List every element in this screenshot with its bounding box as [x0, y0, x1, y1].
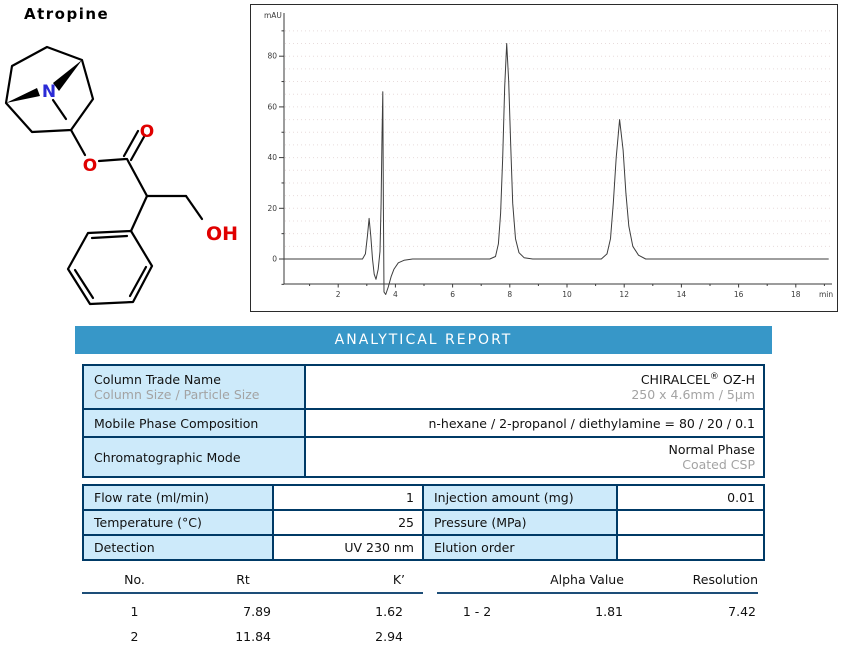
detection-label: Detection — [82, 534, 274, 561]
chromatogram-box: 0 20 40 60 80 mAU 2 4 6 8 10 12 14 16 18 min — [250, 4, 838, 312]
mobile-phase-label: Mobile Phase Composition — [82, 408, 306, 438]
no-header: No. — [124, 572, 145, 587]
flow-rate-value: 1 — [271, 484, 424, 511]
detection-value: UV 230 nm — [271, 534, 424, 561]
conditions-table: Flow rate (ml/min) 1 Injection amount (m… — [82, 484, 766, 561]
injection-amount-label: Injection amount (mg) — [421, 484, 618, 511]
compound-title: Atropine — [24, 5, 110, 23]
retention-header-row: No. Rt K’ — [82, 572, 423, 594]
peak2-kprime: 2.94 — [375, 629, 403, 644]
svg-text:18: 18 — [791, 290, 801, 299]
alpha-value: 1.81 — [595, 604, 623, 619]
wedge-bonds — [6, 60, 82, 103]
column-trade-name-label: Column Trade Name — [94, 372, 221, 387]
alpha-value-header: Alpha Value — [550, 572, 624, 587]
pressure-label: Pressure (MPa) — [421, 509, 618, 536]
flow-rate-label: Flow rate (ml/min) — [82, 484, 274, 511]
column-info-table: Column Trade Name Column Size / Particle… — [82, 364, 765, 478]
carbonyl-oxygen-label: O — [140, 122, 154, 142]
column-trade-name-cell: Column Trade Name Column Size / Particle… — [82, 364, 306, 410]
chromatogram-plot: 0 20 40 60 80 mAU 2 4 6 8 10 12 14 16 18 min — [264, 11, 833, 299]
analytical-report-banner: ANALYTICAL REPORT — [75, 326, 772, 354]
resolution-header: Resolution — [692, 572, 758, 587]
svg-text:14: 14 — [677, 290, 687, 299]
retention-row-1: 1 7.89 1.62 — [82, 599, 423, 624]
pressure-value — [615, 509, 766, 536]
column-model: OZ-H — [718, 372, 755, 388]
svg-text:2: 2 — [336, 290, 341, 299]
svg-text:4: 4 — [393, 290, 398, 299]
peak2-no: 2 — [130, 629, 139, 644]
retention-row-2: 2 11.84 2.94 — [82, 624, 423, 646]
svg-text:12: 12 — [619, 290, 629, 299]
rt-header: Rt — [236, 572, 250, 587]
registered-mark: ® — [709, 371, 719, 382]
chromatographic-mode-value: Normal Phase — [668, 442, 755, 457]
svg-text:mAU: mAU — [264, 11, 282, 20]
column-trade-name-value: CHIRALCEL® OZ-H — [314, 372, 755, 387]
svg-text:8: 8 — [507, 290, 512, 299]
peak1-no: 1 — [130, 604, 139, 619]
peak1-kprime: 1.62 — [375, 604, 403, 619]
svg-text:60: 60 — [267, 102, 277, 111]
column-trade-name-value-cell: CHIRALCEL® OZ-H 250 x 4.6mm / 5µm — [304, 364, 765, 410]
temperature-value: 25 — [271, 509, 424, 536]
separation-results-table: Alpha Value Resolution 1 - 2 1.81 7.42 — [437, 572, 758, 624]
svg-text:min: min — [819, 290, 833, 299]
retention-results-table: No. Rt K’ 1 7.89 1.62 2 11.84 2.94 — [82, 572, 423, 646]
column-size-value: 250 x 4.6mm / 5µm — [631, 387, 755, 403]
chromatographic-mode-value-cell: Normal Phase Coated CSP — [304, 436, 765, 478]
nitrogen-label: N — [42, 82, 56, 102]
separation-row: 1 - 2 1.81 7.42 — [437, 599, 758, 624]
svg-text:6: 6 — [450, 290, 455, 299]
svg-text:0: 0 — [272, 255, 277, 264]
mobile-phase-value: n-hexane / 2-propanol / diethylamine = 8… — [304, 408, 765, 438]
peak-pair-label: 1 - 2 — [462, 604, 492, 619]
brand-name: CHIRALCEL — [640, 372, 710, 388]
svg-text:20: 20 — [267, 204, 277, 213]
column-size-label: Column Size / Particle Size — [94, 387, 260, 402]
chromatographic-mode-label: Chromatographic Mode — [82, 436, 306, 478]
temperature-label: Temperature (°C) — [82, 509, 274, 536]
separation-header-row: Alpha Value Resolution — [437, 572, 758, 594]
svg-text:40: 40 — [267, 153, 277, 162]
resolution-value: 7.42 — [728, 604, 756, 619]
elution-order-label: Elution order — [421, 534, 618, 561]
svg-text:10: 10 — [562, 290, 572, 299]
elution-order-value — [615, 534, 766, 561]
kprime-header: K’ — [392, 572, 405, 587]
peak1-rt: 7.89 — [243, 604, 271, 619]
injection-amount-value: 0.01 — [615, 484, 766, 511]
csp-type-value: Coated CSP — [682, 457, 755, 472]
bond-skeleton — [4, 45, 204, 306]
svg-text:16: 16 — [734, 290, 744, 299]
molecule-structure: N O O OH — [4, 45, 238, 306]
svg-text:80: 80 — [267, 52, 277, 61]
ester-oxygen-label: O — [83, 156, 97, 176]
peak2-rt: 11.84 — [235, 629, 271, 644]
hydroxyl-label: OH — [206, 223, 238, 245]
